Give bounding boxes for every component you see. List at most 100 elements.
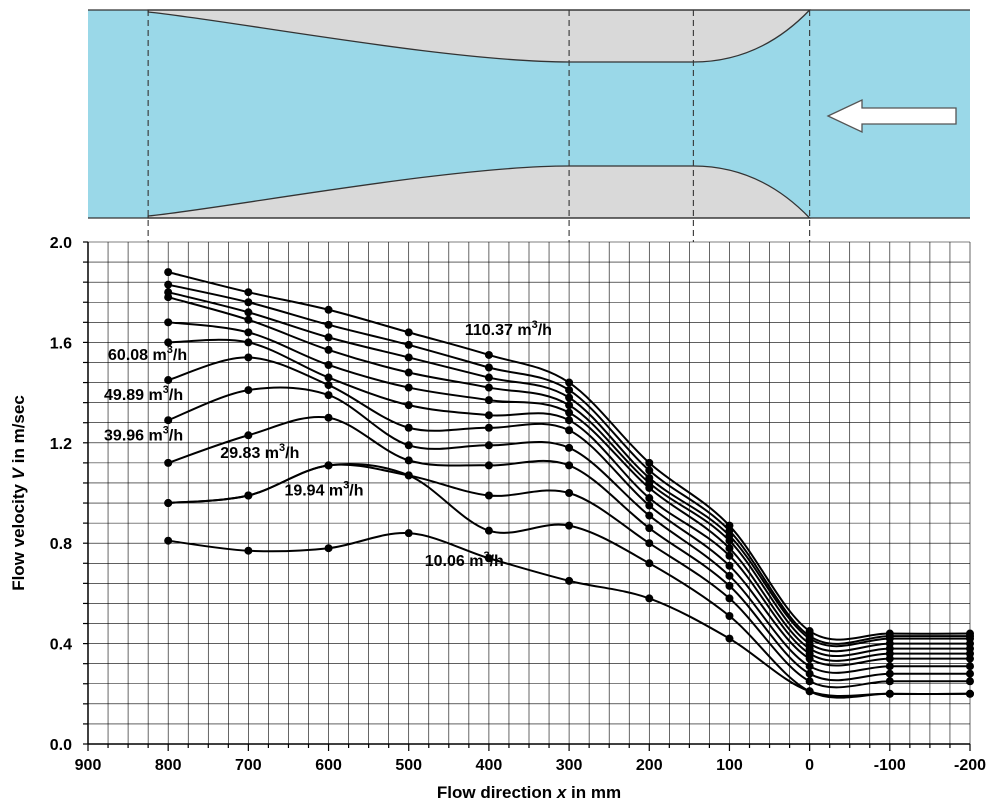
data-point [164,338,173,347]
data-point [565,378,574,387]
data-point [484,554,493,563]
data-point [404,368,413,377]
x-tick-label: 100 [716,757,743,774]
data-point [244,491,253,500]
data-point [324,345,333,354]
series-line [167,296,970,653]
data-point [565,461,574,470]
series-line [168,338,970,662]
data-point [164,416,173,425]
flow-direction-arrow [826,98,957,134]
data-point [565,443,574,452]
data-point [164,318,173,327]
data-point [484,396,493,405]
data-point [565,393,574,402]
data-point [725,634,734,643]
data-point [565,408,574,417]
data-point [484,491,493,500]
data-point [244,315,253,324]
data-point [645,466,654,475]
data-point [244,353,253,362]
series-label: 60.08 m3/h [108,344,187,364]
y-tick-label: 0.0 [50,737,72,754]
lower-nozzle-wall [147,165,812,219]
data-point [484,383,493,392]
data-point [324,381,333,390]
data-point [484,373,493,382]
data-point [324,391,333,400]
data-point [404,471,413,480]
data-point [164,268,173,277]
x-tick-label: 0 [805,757,814,774]
data-point [725,536,734,545]
series-line [167,271,971,641]
data-point [645,483,654,492]
data-point [324,461,333,470]
y-tick-label: 2.0 [50,235,72,252]
series-label: 110.37 m3/h [465,319,552,339]
x-tick-label: 200 [636,757,663,774]
data-point [966,654,974,663]
data-point [244,308,253,317]
data-point [645,494,654,503]
data-point [164,293,173,302]
series-label: 39.96 m3/h [104,424,183,444]
data-point [645,501,654,510]
data-point [565,426,574,435]
data-point [805,654,814,663]
series-label: 29.83 m3/h [220,442,299,462]
series-line [168,321,970,657]
data-point [164,499,173,508]
data-point [244,431,253,440]
data-point [404,441,413,450]
data-point [484,441,493,450]
data-point [324,544,333,553]
chart-axes [83,241,971,751]
data-point [164,458,173,467]
series-line [167,283,970,645]
nozzle-diagram [88,9,970,242]
data-point [725,581,734,590]
data-point [805,669,814,678]
data-point [725,561,734,570]
data-point [966,662,974,671]
data-point [885,677,894,686]
data-point [645,524,654,533]
data-point [725,551,734,560]
data-point [324,360,333,369]
data-point [484,350,493,359]
data-point [885,669,894,678]
data-point [725,594,734,603]
series-line [167,386,970,674]
data-point [324,333,333,342]
data-point [725,611,734,620]
tick-labels: 900 800 700 600 500 400 300 200 100 0 -100 -200 0.0 0… [50,235,986,774]
data-point [164,280,173,289]
data-point [966,689,974,698]
series-label: 49.89 m3/h [104,384,183,404]
data-point [725,571,734,580]
x-tick-label: -100 [874,757,906,774]
data-point [244,328,253,337]
data-point [484,526,493,535]
x-tick-label: 500 [395,757,422,774]
data-point [324,373,333,382]
data-point [404,328,413,337]
data-point [324,305,333,314]
x-tick-label: 900 [75,757,102,774]
data-point [244,338,253,347]
data-point [565,521,574,530]
x-tick-label: 300 [556,757,583,774]
data-point [484,411,493,420]
data-point [565,576,574,585]
y-tick-label: 0.8 [50,536,72,553]
data-point [404,456,413,465]
y-tick-label: 1.6 [50,335,72,352]
data-point [805,677,814,686]
data-point [164,536,173,545]
data-point [645,594,654,603]
data-point [966,669,974,678]
data-point [805,687,814,696]
data-point [164,376,173,385]
